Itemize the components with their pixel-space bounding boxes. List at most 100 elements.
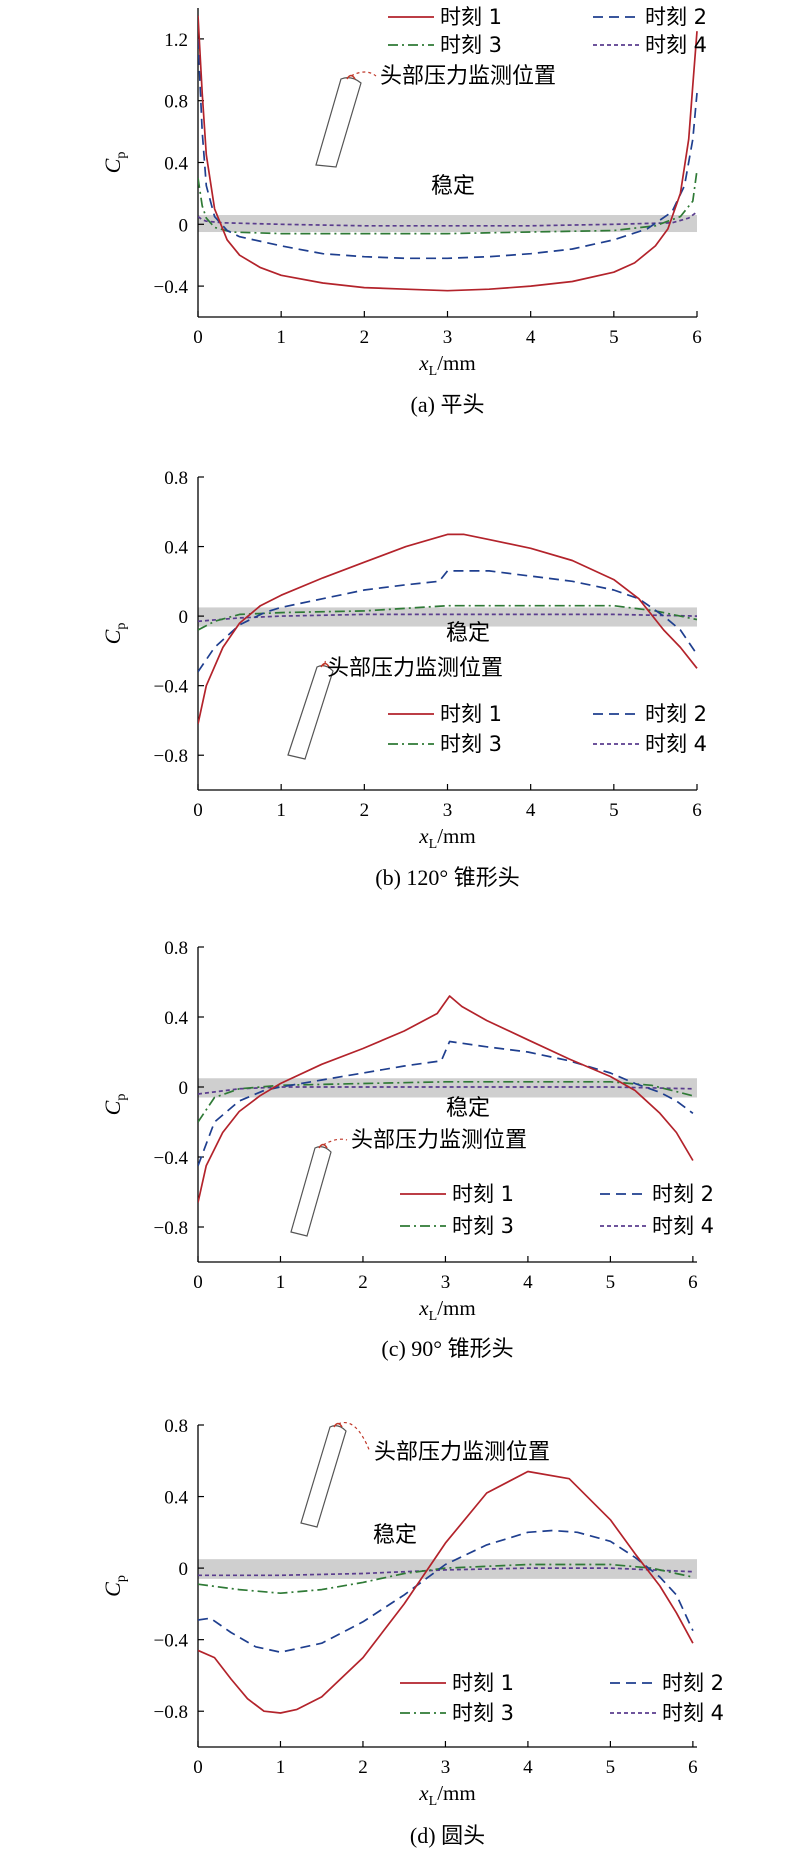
- y-axis-label: Cp: [100, 152, 129, 174]
- y-tick-label: 0.8: [164, 468, 188, 489]
- x-tick-label: 5: [606, 1272, 616, 1293]
- x-tick-label: 6: [692, 800, 702, 821]
- x-tick-label: 0: [193, 327, 203, 348]
- y-tick-label: 0.4: [164, 1008, 188, 1029]
- series-line-2: [198, 570, 698, 673]
- x-tick-label: 4: [523, 1272, 533, 1293]
- stable-band: [198, 1559, 697, 1579]
- x-tick-label: 3: [443, 800, 453, 821]
- y-tick-label: 0.4: [164, 1488, 188, 1509]
- y-tick-label: −0.4: [154, 277, 189, 298]
- x-tick-label: 2: [358, 1272, 368, 1293]
- probe-annotation: 头部压力监测位置: [327, 656, 503, 681]
- legend-entry-3: 时刻 3: [452, 1701, 514, 1725]
- x-tick-label: 1: [276, 800, 286, 821]
- legend-entry-1: 时刻 1: [452, 1182, 514, 1206]
- y-tick-label: 1.2: [164, 30, 188, 51]
- x-tick-label: 0: [193, 800, 203, 821]
- legend: 时刻 1 时刻 2 时刻 3 时刻 4: [388, 5, 707, 57]
- legend-entry-4: 时刻 4: [645, 732, 707, 756]
- y-tick-label: 0: [179, 1559, 189, 1580]
- x-tick-label: 1: [276, 1272, 286, 1293]
- probe-icon: [315, 77, 362, 168]
- y-tick-label: −0.8: [154, 1218, 188, 1239]
- y-tick-label: −0.4: [154, 1631, 189, 1652]
- series-line-2: [198, 1040, 694, 1167]
- stable-band: [198, 1078, 697, 1098]
- series-line-1: [198, 995, 694, 1203]
- chart-panel-2: 0 1 2 3 4 5 6 −0.8 −0.4 0 0.4 0.8 xL/mm Cp 稳定头部压力监测位置时…: [100, 468, 707, 890]
- x-tick-label: 0: [193, 1272, 203, 1293]
- probe-icon: [300, 1425, 347, 1528]
- series-line-2: [198, 1529, 694, 1654]
- legend-entry-4: 时刻 4: [662, 1701, 724, 1725]
- panel-caption: (b) 120° 锥形头: [375, 865, 519, 890]
- x-tick-label: 5: [609, 327, 619, 348]
- x-tick-label: 4: [523, 1757, 533, 1778]
- series-line-3: [198, 604, 698, 631]
- y-axis-label: Cp: [100, 1094, 129, 1116]
- x-tick-label: 2: [358, 1757, 368, 1778]
- legend: 时刻 1 时刻 2 时刻 3 时刻 4: [400, 1182, 714, 1238]
- legend-entry-3: 时刻 3: [440, 732, 502, 756]
- legend: 时刻 1 时刻 2 时刻 3 时刻 4: [400, 1671, 724, 1725]
- x-tick-label: 6: [688, 1757, 698, 1778]
- y-tick-label: −0.4: [154, 1148, 189, 1169]
- x-tick-label: 3: [443, 327, 453, 348]
- series-line-1: [198, 533, 698, 725]
- legend-entry-2: 时刻 2: [652, 1182, 714, 1206]
- legend-entry-4: 时刻 4: [652, 1214, 714, 1238]
- x-tick-label: 4: [526, 327, 536, 348]
- series-line-3: [198, 1080, 694, 1123]
- series-line-3: [198, 1563, 694, 1595]
- x-axis-label: xL/mm: [418, 1296, 475, 1324]
- y-tick-label: 0: [179, 1078, 189, 1099]
- series-line-1: [198, 15, 698, 292]
- x-tick-label: 3: [441, 1757, 451, 1778]
- legend-entry-1: 时刻 1: [440, 5, 502, 29]
- x-tick-label: 6: [688, 1272, 698, 1293]
- legend-entry-4: 时刻 4: [645, 33, 707, 57]
- panel-caption: (c) 90° 锥形头: [381, 1336, 513, 1361]
- y-tick-label: −0.4: [154, 677, 189, 698]
- annotation-leader: [350, 71, 377, 77]
- y-tick-label: −0.8: [154, 1702, 188, 1723]
- series-line-1: [198, 1470, 694, 1714]
- stable-band-label: 稳定: [446, 621, 490, 646]
- legend-entry-2: 时刻 2: [645, 5, 707, 29]
- series-line-4: [198, 613, 698, 623]
- x-tick-label: 6: [692, 327, 702, 348]
- x-tick-label: 0: [193, 1757, 203, 1778]
- legend-entry-3: 时刻 3: [452, 1214, 514, 1238]
- legend-entry-2: 时刻 2: [662, 1671, 724, 1695]
- x-tick-label: 5: [606, 1757, 616, 1778]
- probe-tip-marker: [320, 662, 330, 668]
- chart-panel-4: 0 1 2 3 4 5 6 −0.8 −0.4 0 0.4 0.8 xL/mm Cp 稳定 头部压力监测位置时…: [100, 1416, 724, 1848]
- probe-annotation: 头部压力监测位置: [351, 1128, 527, 1153]
- series-line-4: [198, 211, 698, 227]
- y-axis-label: Cp: [100, 1575, 129, 1597]
- panel-caption: (d) 圆头: [410, 1823, 485, 1848]
- x-axis-label: xL/mm: [418, 824, 475, 852]
- series-line-2: [198, 38, 698, 260]
- y-tick-label: 0.8: [164, 938, 188, 959]
- stable-band-label: 稳定: [373, 1523, 417, 1548]
- series-line-4: [198, 1086, 693, 1095]
- annotation-leader: [337, 1422, 371, 1453]
- y-tick-label: 0.4: [164, 538, 188, 559]
- x-tick-label: 2: [360, 800, 370, 821]
- stable-band-label: 稳定: [446, 1096, 490, 1121]
- y-tick-label: 0.4: [164, 154, 188, 175]
- probe-icon: [287, 665, 334, 760]
- x-tick-label: 1: [276, 1757, 286, 1778]
- series-line-3: [198, 170, 698, 235]
- probe-tip-marker: [346, 74, 356, 80]
- probe-annotation: 头部压力监测位置: [374, 1440, 550, 1465]
- legend-entry-2: 时刻 2: [645, 702, 707, 726]
- panel-caption: (a) 平头: [411, 392, 485, 417]
- x-axis-label: xL/mm: [418, 1781, 475, 1809]
- legend: 时刻 1 时刻 2 时刻 3 时刻 4: [388, 702, 707, 756]
- stable-band-label: 稳定: [431, 174, 475, 199]
- legend-entry-3: 时刻 3: [440, 33, 502, 57]
